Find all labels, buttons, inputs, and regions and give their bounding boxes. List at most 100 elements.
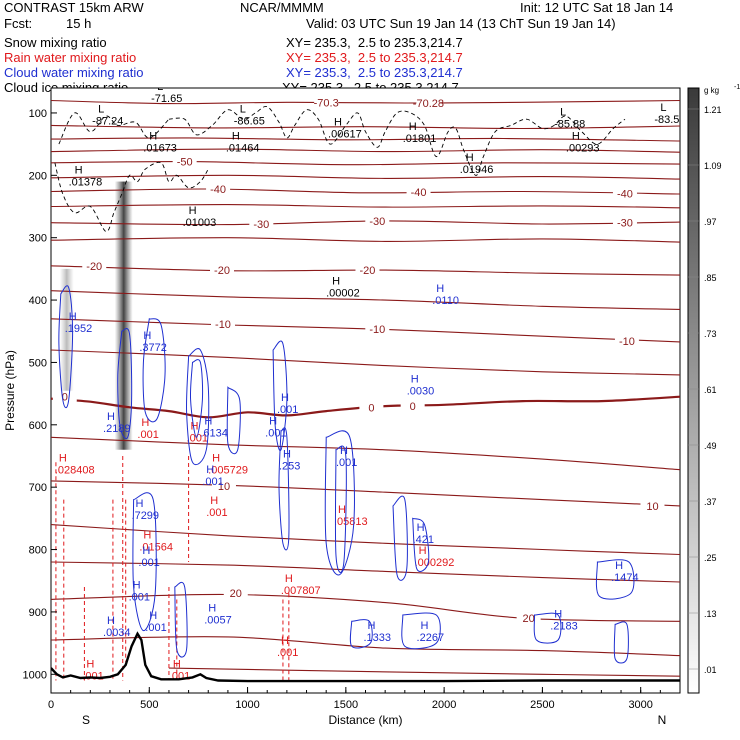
ice-extremum-value: .01464 (226, 142, 260, 154)
ice-extremum-symbol: L (240, 103, 246, 115)
cloud-water-extremum-symbol: H (107, 615, 115, 627)
cloud-water-extremum-value: .001 (145, 622, 166, 634)
cloud-water-extremum-value: .1333 (363, 632, 391, 644)
y-tick-label: 400 (29, 295, 47, 307)
ice-extremum-value: -86.65 (234, 115, 265, 127)
fcst-label: Fcst: (4, 16, 33, 31)
isotherm-label: 20 (230, 588, 242, 600)
isotherm-label-bg (211, 479, 236, 491)
ice-contour-2 (54, 161, 209, 232)
temperature-isotherms: -70.3 -70.28 -50 -40 -40 -40 -30 -30 -30 -20 -20 -2… (51, 96, 680, 677)
cloud-water-contour-4 (189, 359, 204, 438)
field-cloud-xy: XY= 235.3, 2.5 to 235.3,214.7 (286, 65, 463, 80)
ice-extremum-symbol: L (660, 102, 666, 114)
cloud-water-extremum-symbol: H (136, 498, 144, 510)
cloud-water-extremum-value: .001 (129, 591, 150, 603)
cloud-water-extremum-symbol: H (554, 609, 562, 621)
rain-extremum-symbol: H (285, 573, 293, 585)
cloud-water-extremum-symbol: H (340, 445, 348, 457)
rain-extremum-value: .001 (206, 507, 227, 519)
y-tick-label: 900 (29, 607, 47, 619)
top-xy: XY= 235.3, 2.5 to 235.3,214.7 (286, 35, 463, 50)
rain-extremum-symbol: H (86, 659, 94, 671)
cloud-water-extremum-value: .2267 (417, 632, 445, 644)
x-axis-label: Distance (km) (328, 713, 402, 727)
cloud-water-contour-13 (412, 517, 430, 572)
valid-time: Valid: 03 UTC Sun 19 Jan 14 (13 ChT Sun … (306, 16, 616, 31)
isotherm-label: -70.3 (314, 97, 339, 109)
cloud-water-extremum-symbol: H (436, 283, 444, 295)
isotherm-label: -10 (369, 324, 385, 336)
isotherm-label-bg (516, 612, 541, 624)
colorbar-label: 1.09 (704, 161, 722, 171)
isotherm-label-bg (406, 186, 431, 198)
field-snow-name: Snow mixing ratio (4, 35, 107, 50)
y-tick-label: 700 (29, 482, 47, 494)
ice-extremum-value: -71.65 (151, 93, 182, 105)
isotherm-2 (51, 137, 680, 142)
isotherm-1 (51, 124, 680, 130)
isotherm-label: -20 (86, 261, 102, 273)
colorbar-label: .73 (704, 329, 717, 339)
isotherm-label: 10 (218, 481, 230, 493)
colorbar-label: .49 (704, 441, 717, 451)
fcst-value: 15 h (66, 16, 92, 31)
cloud-water-extremum-symbol: H (149, 610, 157, 622)
isotherm-label-bg (206, 183, 231, 195)
cloud-water-contour-7 (278, 427, 290, 551)
isotherm-label: 20 (523, 613, 535, 625)
isotherm-label: -30 (617, 218, 633, 230)
isotherm-17 (51, 524, 680, 556)
rain-extremum-symbol: H (281, 635, 289, 647)
field-rain-name: Rain water mixing ratio (4, 50, 137, 65)
isotherm-label-bg (210, 264, 235, 276)
ice-extremum-symbol: H (332, 276, 340, 288)
init-time: Init: 12 UTC Sat 18 Jan 14 (520, 0, 674, 15)
colorbar-label: .85 (704, 273, 717, 283)
cloud-water-extremum-symbol: H (143, 330, 151, 342)
isotherm-label: -10 (619, 336, 635, 348)
isotherm-label: 0 (410, 401, 416, 413)
cloud-water-contour-5 (226, 386, 241, 455)
ice-extremum-symbol: H (409, 121, 417, 133)
org-label: NCAR/MMMM (240, 0, 324, 15)
isotherm-14 (51, 395, 680, 419)
ice-extremum-symbol: H (189, 205, 197, 217)
colorbar-label: .01 (704, 665, 717, 675)
isotherm-label-bg (52, 390, 77, 402)
isotherm-3 (51, 148, 680, 153)
cloud-water-extremum-symbol: H (204, 415, 212, 427)
model-title: CONTRAST 15km ARW (4, 0, 144, 15)
isotherm-label: -20 (360, 265, 376, 277)
y-tick-label: 1000 (23, 669, 47, 681)
cloud-water-extremum-value: .253 (279, 460, 300, 472)
isotherm-label: -30 (369, 216, 385, 228)
rain-extremum-value: .005729 (208, 465, 248, 477)
isotherm-label: 10 (646, 501, 658, 513)
isotherm-7 (51, 204, 680, 209)
ice-extremum-value: .01946 (460, 164, 494, 176)
cloud-water-extremum-symbol: H (269, 415, 277, 427)
ice-extremum-symbol: H (334, 117, 342, 129)
ice-extremum-value: .01378 (69, 177, 103, 189)
cloud-water-extremum-value: .001 (277, 404, 298, 416)
ice-extremum-symbol: L (98, 103, 104, 115)
south-label: S (82, 713, 90, 727)
cloud-water-extremum-symbol: H (69, 311, 77, 323)
isotherm-6 (51, 188, 680, 195)
cloud-water-extremum-value: .0057 (204, 614, 232, 626)
isotherm-5 (51, 174, 680, 180)
field-rain-xy: XY= 235.3, 2.5 to 235.3,214.7 (286, 50, 463, 65)
cloud-water-extremum-symbol: H (411, 374, 419, 386)
cloud-water-contour-16 (401, 612, 441, 650)
cloud-water-contour-3 (186, 348, 210, 466)
rain-extremum-value: .001 (187, 432, 208, 444)
cloud-water-contour-11 (174, 581, 188, 658)
isotherm-label: -50 (177, 157, 193, 169)
colorbar-unit-exponent: -1 (734, 84, 740, 91)
isotherm-label: -70.28 (413, 98, 444, 110)
rain-extremum-symbol: H (212, 453, 220, 465)
isotherm-label-bg (82, 259, 107, 271)
colorbar: .01 .13 .25 .37 .49 .61 .73 .85 .97 1.09 1.21 g kg -… (687, 84, 740, 694)
cloud-water-contour-1 (117, 327, 133, 440)
